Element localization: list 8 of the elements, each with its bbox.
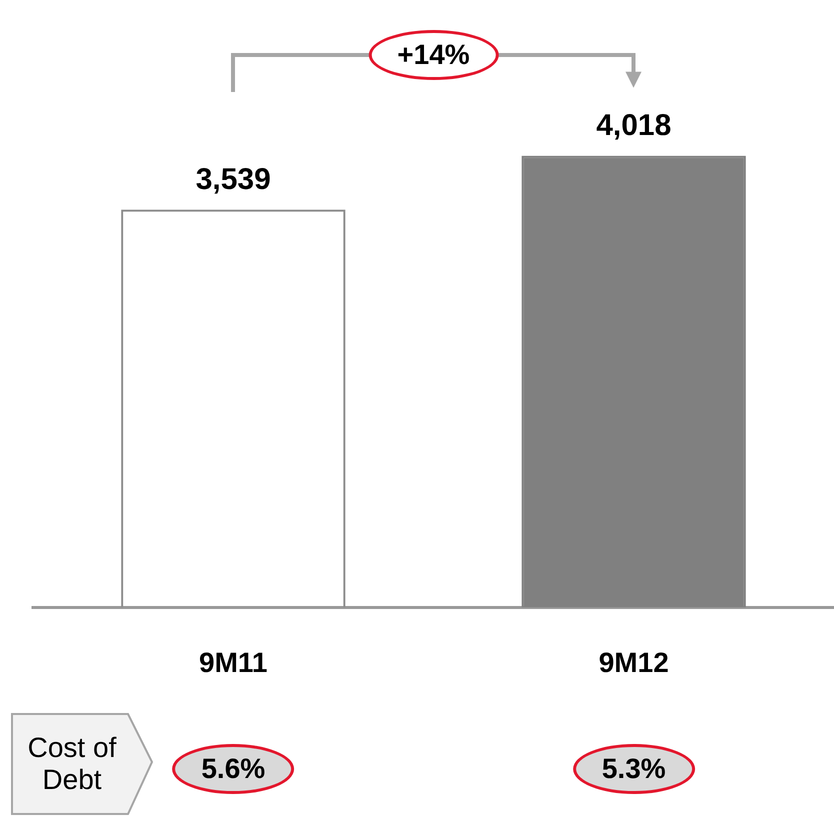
x-tick-label: 9M12 (598, 646, 669, 678)
text: Cost of Debt (27, 732, 117, 796)
text: 5.6% (172, 744, 294, 794)
x-tick-label: 9M11 (199, 646, 268, 678)
text: +14% (368, 30, 499, 80)
data-label: 4,018 (596, 109, 672, 142)
data-label: 3,539 (196, 162, 271, 196)
text: 5.3% (572, 744, 695, 794)
